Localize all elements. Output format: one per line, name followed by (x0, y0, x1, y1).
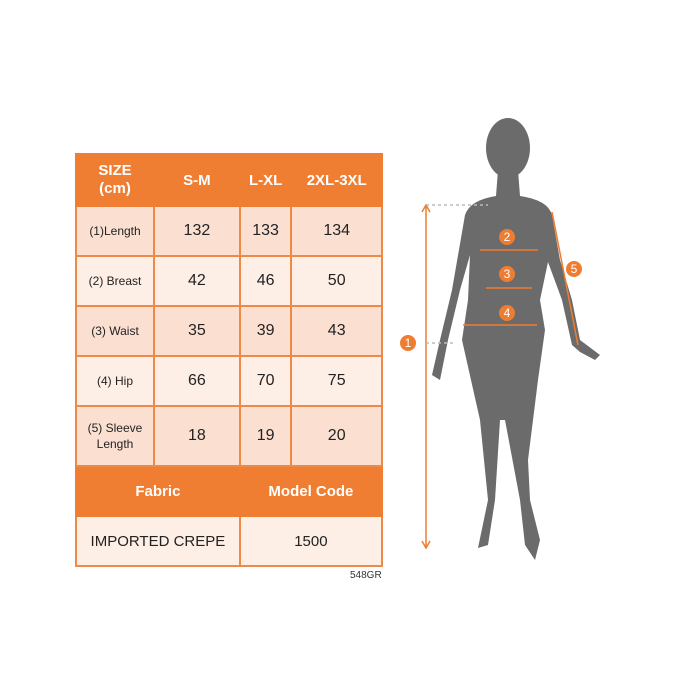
row-label: (2) Breast (75, 255, 155, 307)
cell: 132 (153, 205, 241, 257)
cell: 133 (238, 205, 293, 257)
row-label: (5) Sleeve Length (75, 405, 155, 467)
cell: 75 (290, 355, 383, 407)
cell: 35 (153, 305, 241, 357)
size-header: SIZE (cm) (75, 153, 155, 207)
cell: 18 (153, 405, 241, 467)
cell: 39 (238, 305, 293, 357)
marker-2: 2 (504, 230, 511, 244)
sleeve-arrow (551, 211, 579, 346)
cell: 50 (290, 255, 383, 307)
silhouette (432, 118, 600, 560)
row-label: (3) Waist (75, 305, 155, 357)
row-label: (4) Hip (75, 355, 155, 407)
row-waist: (3) Waist 35 39 43 (75, 305, 383, 357)
model-code-header: Model Code (238, 465, 384, 517)
row-sleeve: (5) Sleeve Length 18 19 20 (75, 405, 383, 467)
marker-4: 4 (504, 306, 511, 320)
cell: 70 (238, 355, 293, 407)
cell: 43 (290, 305, 383, 357)
row-breast: (2) Breast 42 46 50 (75, 255, 383, 307)
marker-3: 3 (504, 267, 511, 281)
marker-5: 5 (571, 262, 578, 276)
fabric-value: IMPORTED CREPE (75, 515, 241, 567)
size-col-2xl3xl: 2XL-3XL (290, 153, 383, 207)
cell: 19 (238, 405, 293, 467)
product-code: 548GR (350, 570, 382, 581)
cell: 42 (153, 255, 241, 307)
row-label: (1)Length (75, 205, 155, 257)
cell: 46 (238, 255, 293, 307)
row-length: (1)Length 132 133 134 (75, 205, 383, 257)
size-col-lxl: L-XL (238, 153, 293, 207)
marker-1: 1 (405, 336, 412, 350)
cell: 20 (290, 405, 383, 467)
size-chart-table: SIZE (cm) S-M L-XL 2XL-3XL (1)Length 132 1… (75, 153, 384, 567)
cell: 66 (153, 355, 241, 407)
fabric-header: Fabric (75, 465, 241, 517)
row-hip: (4) Hip 66 70 75 (75, 355, 383, 407)
size-col-sm: S-M (153, 153, 241, 207)
cell: 134 (290, 205, 383, 257)
model-code-value: 1500 (238, 515, 384, 567)
